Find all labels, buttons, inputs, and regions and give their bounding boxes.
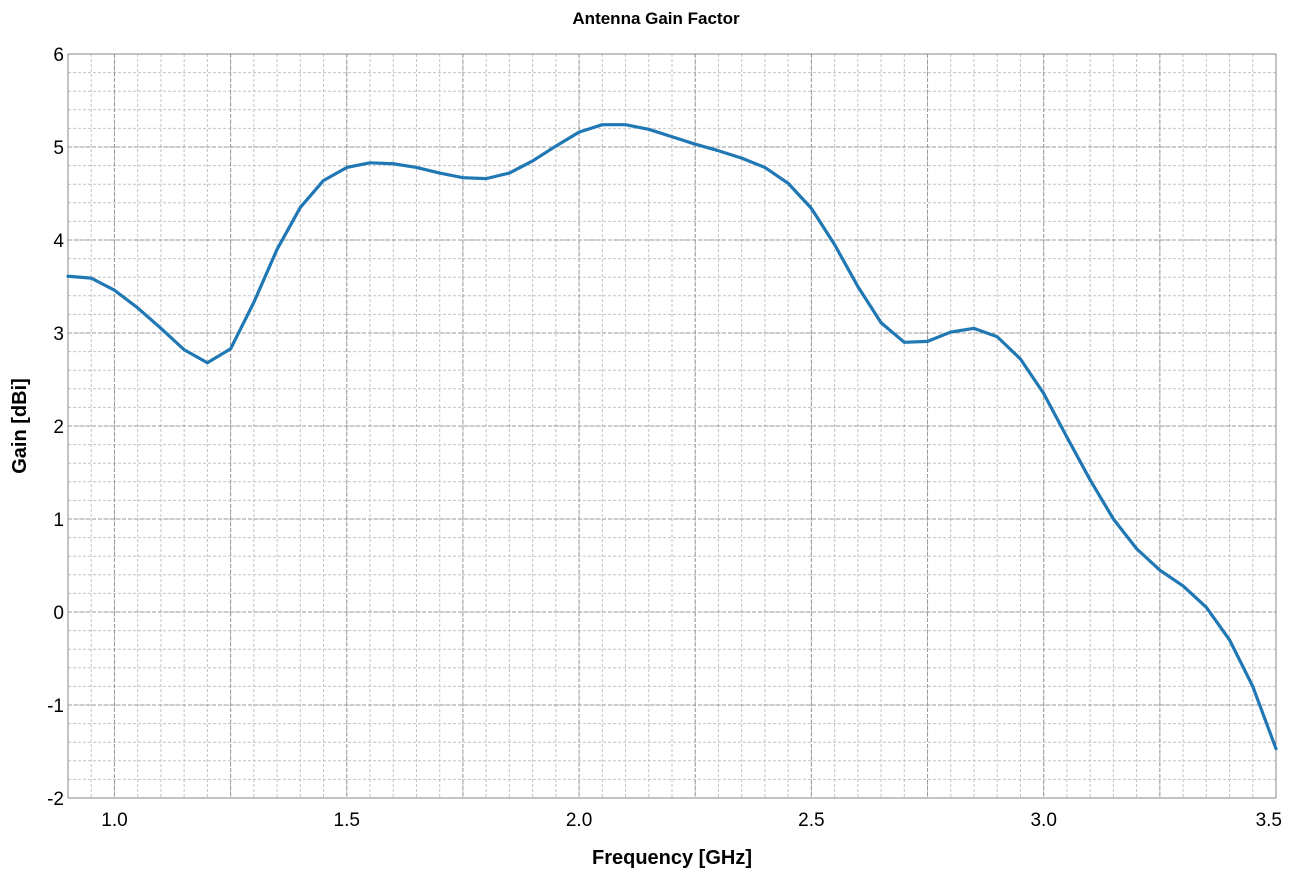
y-tick-label: 2 (53, 417, 64, 438)
y-tick-label: 4 (53, 231, 64, 252)
y-tick-labels: -2 -1 0 1 2 3 4 5 6 (47, 45, 64, 810)
y-tick-label: 1 (53, 510, 64, 531)
y-tick-label: 5 (53, 138, 64, 159)
y-tick-label: 0 (53, 603, 64, 624)
y-axis-label: Gain [dBi] (9, 378, 31, 474)
y-tick-label: -2 (47, 789, 64, 810)
chart-title: Antenna Gain Factor (572, 9, 740, 28)
y-tick-label: 3 (53, 324, 64, 345)
x-axis-label: Frequency [GHz] (592, 847, 752, 869)
x-tick-label: 3.0 (1030, 810, 1056, 831)
plot-frame (67, 53, 1277, 799)
y-tick-label: -1 (47, 696, 64, 717)
series-line-antenna-gain (66, 123, 1278, 751)
x-tick-label: 3.5 (1256, 810, 1282, 831)
x-tick-label: 2.5 (798, 810, 824, 831)
x-tick-labels: 1.0 1.5 2.0 2.5 3.0 3.5 (101, 810, 1282, 831)
x-tick-label: 1.0 (101, 810, 127, 831)
y-tick-label: 6 (53, 45, 64, 66)
x-tick-label: 1.5 (334, 810, 360, 831)
x-tick-label: 2.0 (566, 810, 592, 831)
